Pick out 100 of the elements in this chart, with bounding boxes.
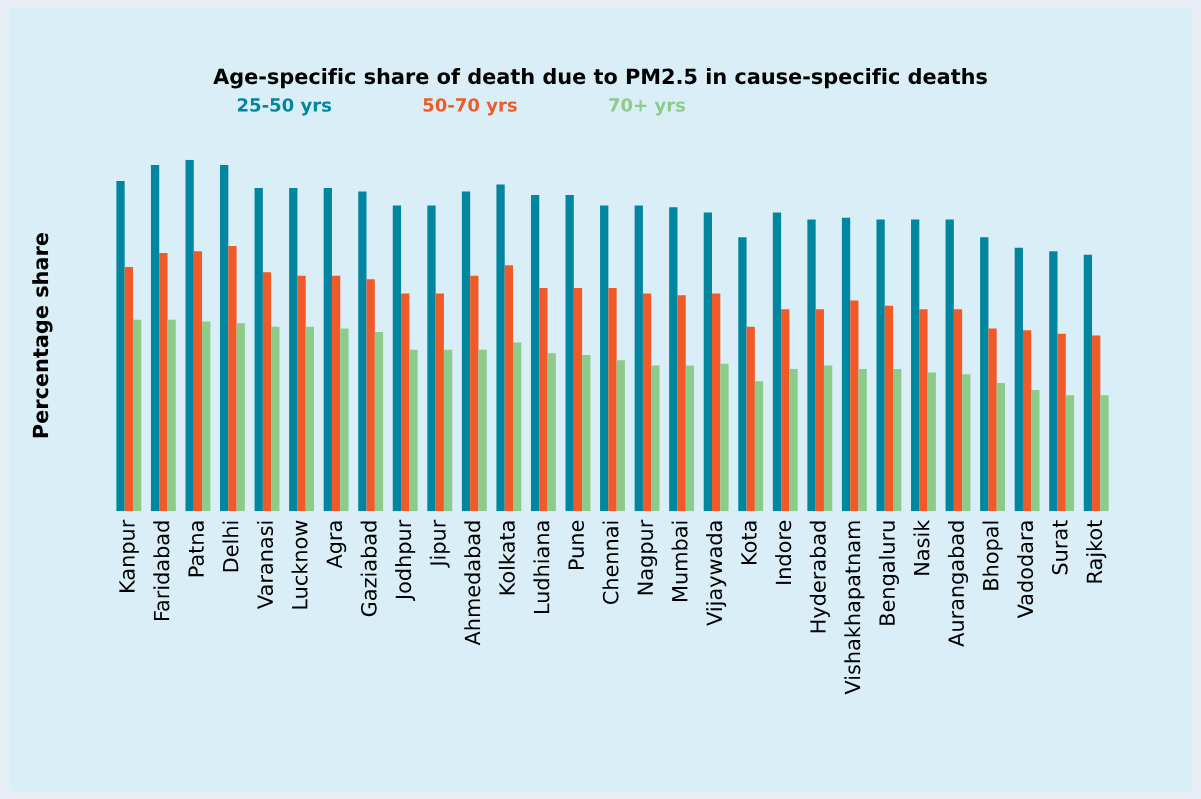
bar — [435, 293, 444, 512]
bar — [573, 288, 583, 512]
x-tick-label: Aurangabad — [947, 521, 969, 647]
bar — [807, 219, 816, 512]
bar — [876, 219, 885, 512]
bar — [772, 212, 782, 512]
bar — [1049, 251, 1058, 512]
x-tick-label: Kanpur — [119, 519, 139, 592]
x-tick-label: Pune — [568, 520, 585, 570]
text: 70+ yrs — [609, 98, 686, 116]
bar — [962, 374, 971, 512]
bar — [738, 237, 747, 512]
bar — [919, 309, 928, 512]
bar — [945, 219, 954, 512]
text: 25-50 yrs — [237, 98, 332, 116]
bar — [988, 328, 997, 512]
bar — [893, 368, 902, 512]
x-tick-label: Nasik — [913, 519, 930, 575]
bar — [815, 309, 824, 512]
bar — [116, 180, 125, 512]
x-tick-label: Gaziabad — [360, 521, 377, 617]
bar — [642, 293, 652, 512]
x-tick-label: Agra — [326, 521, 347, 569]
bar — [616, 360, 625, 512]
bar — [927, 372, 936, 512]
x-tick-label: Patna — [188, 521, 204, 577]
bar — [841, 217, 851, 512]
bar — [1100, 395, 1109, 512]
bar — [427, 205, 436, 512]
bar — [953, 309, 963, 512]
bar — [124, 267, 133, 512]
bar — [703, 212, 713, 512]
x-tick-label: Jipur — [429, 519, 450, 568]
x-tick-label: Lucknow — [291, 520, 308, 609]
bar — [305, 326, 314, 512]
bar — [1022, 330, 1032, 512]
bar — [608, 288, 617, 512]
bar — [228, 245, 237, 512]
bar — [1092, 335, 1101, 512]
bar — [1083, 254, 1093, 512]
bar — [850, 300, 859, 512]
bar — [911, 219, 920, 512]
x-tick-label: Nagpur — [637, 519, 658, 595]
x-tick-label: Vadodara — [1017, 521, 1034, 619]
x-tick-label: Chennai — [602, 521, 619, 605]
x-tick-label: Kolkata — [498, 521, 515, 595]
x-tick-label: Indore — [775, 520, 792, 584]
bar — [884, 305, 894, 512]
bar — [159, 252, 168, 512]
bar — [504, 265, 514, 512]
x-tick-label: Ludhiana — [533, 521, 550, 614]
bar — [132, 319, 142, 512]
bar — [781, 309, 790, 512]
bar — [470, 275, 479, 512]
bar — [366, 279, 375, 512]
bar — [331, 275, 341, 512]
x-tick-label: Vijaywada — [706, 521, 727, 626]
x-tick-label: Varanasi — [256, 521, 274, 609]
bar — [1065, 395, 1075, 512]
bar — [150, 165, 160, 512]
bar — [443, 349, 453, 512]
bar — [996, 383, 1005, 512]
bar — [461, 191, 471, 512]
bar — [340, 328, 349, 512]
x-tick-label: Jodhpur — [395, 519, 416, 602]
bar — [323, 187, 332, 512]
bar — [193, 251, 203, 512]
bar — [720, 363, 729, 512]
bar — [1031, 390, 1040, 512]
bar — [236, 323, 245, 512]
bar — [754, 381, 764, 512]
bar — [669, 207, 678, 512]
bar — [496, 184, 505, 512]
bar — [513, 342, 522, 512]
bar — [392, 205, 402, 512]
bar — [980, 237, 989, 512]
bar — [677, 295, 686, 512]
bar — [1057, 333, 1066, 512]
bar — [167, 319, 176, 512]
bar — [220, 165, 229, 512]
bar — [271, 326, 280, 512]
bar — [789, 368, 798, 512]
bar — [530, 194, 540, 512]
y-axis-title: Percentage share — [32, 233, 53, 438]
bar — [582, 354, 591, 512]
bar — [202, 321, 211, 512]
chart-title: Age-specific share of death due to PM2.5 in cause-specific deaths — [213, 68, 987, 89]
bar — [289, 187, 298, 512]
bar — [409, 349, 418, 512]
bar — [565, 194, 574, 512]
x-tick-label: Surat — [1051, 520, 1068, 575]
x-tick-label: Hyderabad — [809, 521, 830, 633]
bar — [600, 205, 609, 512]
bar — [634, 205, 643, 512]
bar — [858, 368, 867, 512]
bar — [712, 293, 721, 512]
bar — [547, 353, 556, 512]
x-tick-label: Vishakhapatnam — [844, 521, 865, 695]
bar — [401, 293, 410, 512]
x-tick-label: Kota — [741, 521, 757, 564]
